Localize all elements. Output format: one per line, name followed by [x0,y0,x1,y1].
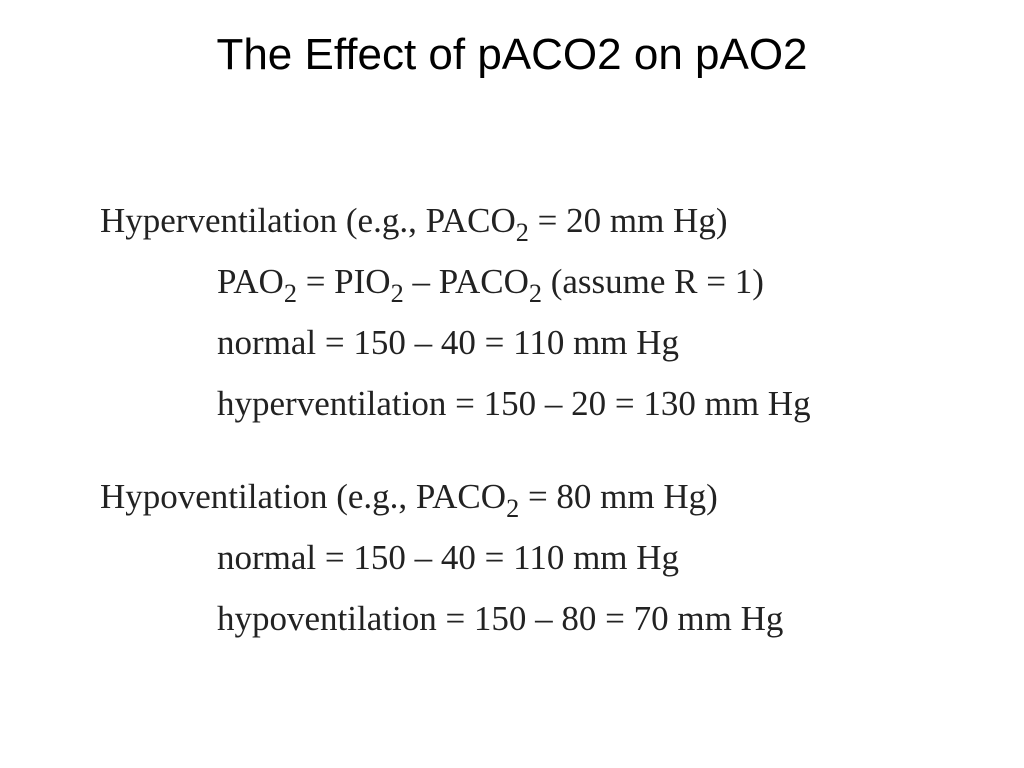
equation-line: hypoventilation = 150 – 80 = 70 mm Hg [100,594,1000,655]
text-run: normal = 150 – 40 = 110 mm Hg [217,538,680,577]
equation-line: normal = 150 – 40 = 110 mm Hg [100,533,1000,594]
subscript: 2 [283,279,297,309]
text-run: hyperventilation = 150 – 20 = 130 mm Hg [217,384,811,423]
text-run: = PIO [296,262,391,301]
subscript: 2 [515,218,529,248]
text-run: normal = 150 – 40 = 110 mm Hg [217,323,680,362]
text-run: – PACO [403,262,529,301]
section: Hyperventilation (e.g., PACO2 = 20 mm Hg… [100,196,1000,440]
text-run: Hypoventilation (e.g., PACO [100,477,507,516]
text-run: = 20 mm Hg) [528,201,728,240]
subscript: 2 [390,279,404,309]
slide-body: Hyperventilation (e.g., PACO2 = 20 mm Hg… [100,196,1000,687]
subscript: 2 [528,279,542,309]
equation-line: hyperventilation = 150 – 20 = 130 mm Hg [100,379,1000,440]
section-heading: Hyperventilation (e.g., PACO2 = 20 mm Hg… [100,196,1000,257]
text-run: hypoventilation = 150 – 80 = 70 mm Hg [217,599,784,638]
text-run: Hyperventilation (e.g., PACO [100,201,516,240]
slide-title: The Effect of pACO2 on pAO2 [216,30,808,79]
text-run: = 80 mm Hg) [519,477,718,516]
section: Hypoventilation (e.g., PACO2 = 80 mm Hg)… [100,472,1000,655]
equation-line: PAO2 = PIO2 – PACO2 (assume R = 1) [100,257,1000,318]
subscript: 2 [506,494,520,524]
section-heading: Hypoventilation (e.g., PACO2 = 80 mm Hg) [100,472,1000,533]
text-run: PAO [217,262,284,301]
text-run: (assume R = 1) [541,262,764,301]
equation-line: normal = 150 – 40 = 110 mm Hg [100,318,1000,379]
